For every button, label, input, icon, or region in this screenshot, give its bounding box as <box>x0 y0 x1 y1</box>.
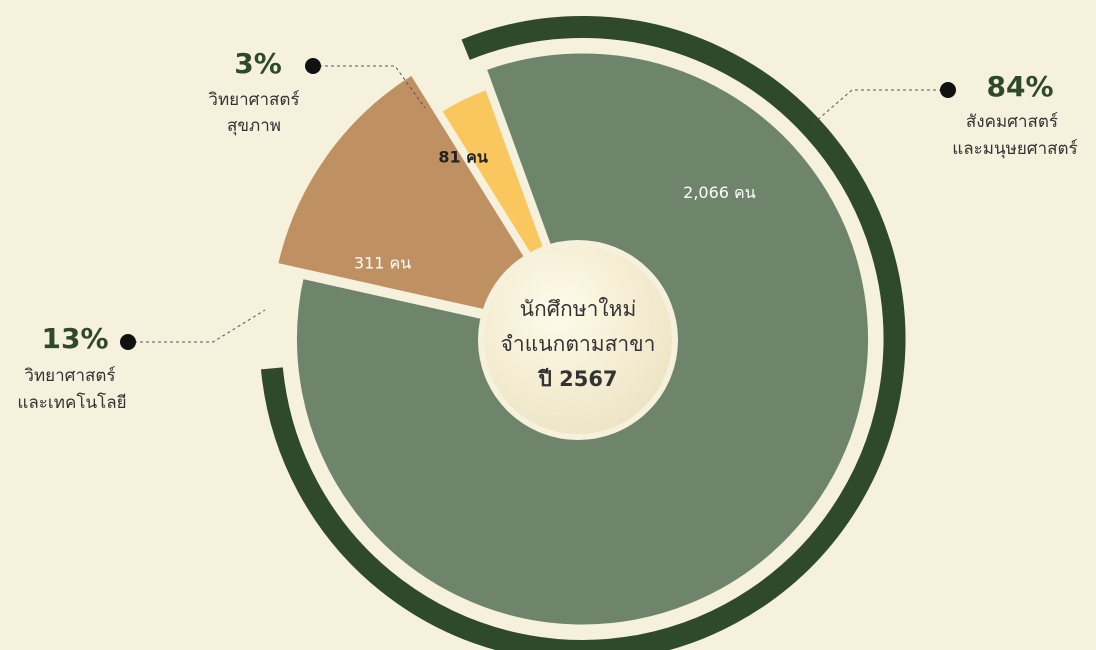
category-label: สุขภาพ <box>227 116 281 136</box>
callout-dot <box>940 82 956 98</box>
category-label: และมนุษยศาสตร์ <box>952 139 1077 159</box>
callout-line <box>128 309 266 343</box>
ring-layer <box>260 15 906 650</box>
percent-label: 13% <box>41 322 108 355</box>
callout-dot <box>120 334 136 350</box>
value-label: 81 คน <box>438 148 488 167</box>
callout-dots <box>120 58 956 350</box>
percent-label: 3% <box>234 47 282 80</box>
category-label: วิทยาศาสตร์ <box>24 366 116 386</box>
center-title: ปี 2567 <box>537 367 618 391</box>
outer-ring <box>260 15 906 650</box>
percent-label: 84% <box>986 70 1053 103</box>
callout-line <box>814 89 948 123</box>
value-label: 311 คน <box>354 253 411 272</box>
callouts <box>128 65 948 343</box>
category-label: และเทคโนโลยี <box>17 392 126 413</box>
center-title: นักศึกษาใหม่ <box>520 297 637 321</box>
category-label: วิทยาศาสตร์ <box>208 90 300 110</box>
callout-dot <box>305 58 321 74</box>
pie-slice <box>272 69 576 335</box>
center-title: จำแนกตามสาขา <box>501 332 656 356</box>
value-label: 2,066 คน <box>683 183 756 202</box>
center-circle <box>478 240 678 440</box>
callout-line <box>313 65 426 109</box>
category-label: สังคมศาสตร์ <box>966 112 1058 132</box>
